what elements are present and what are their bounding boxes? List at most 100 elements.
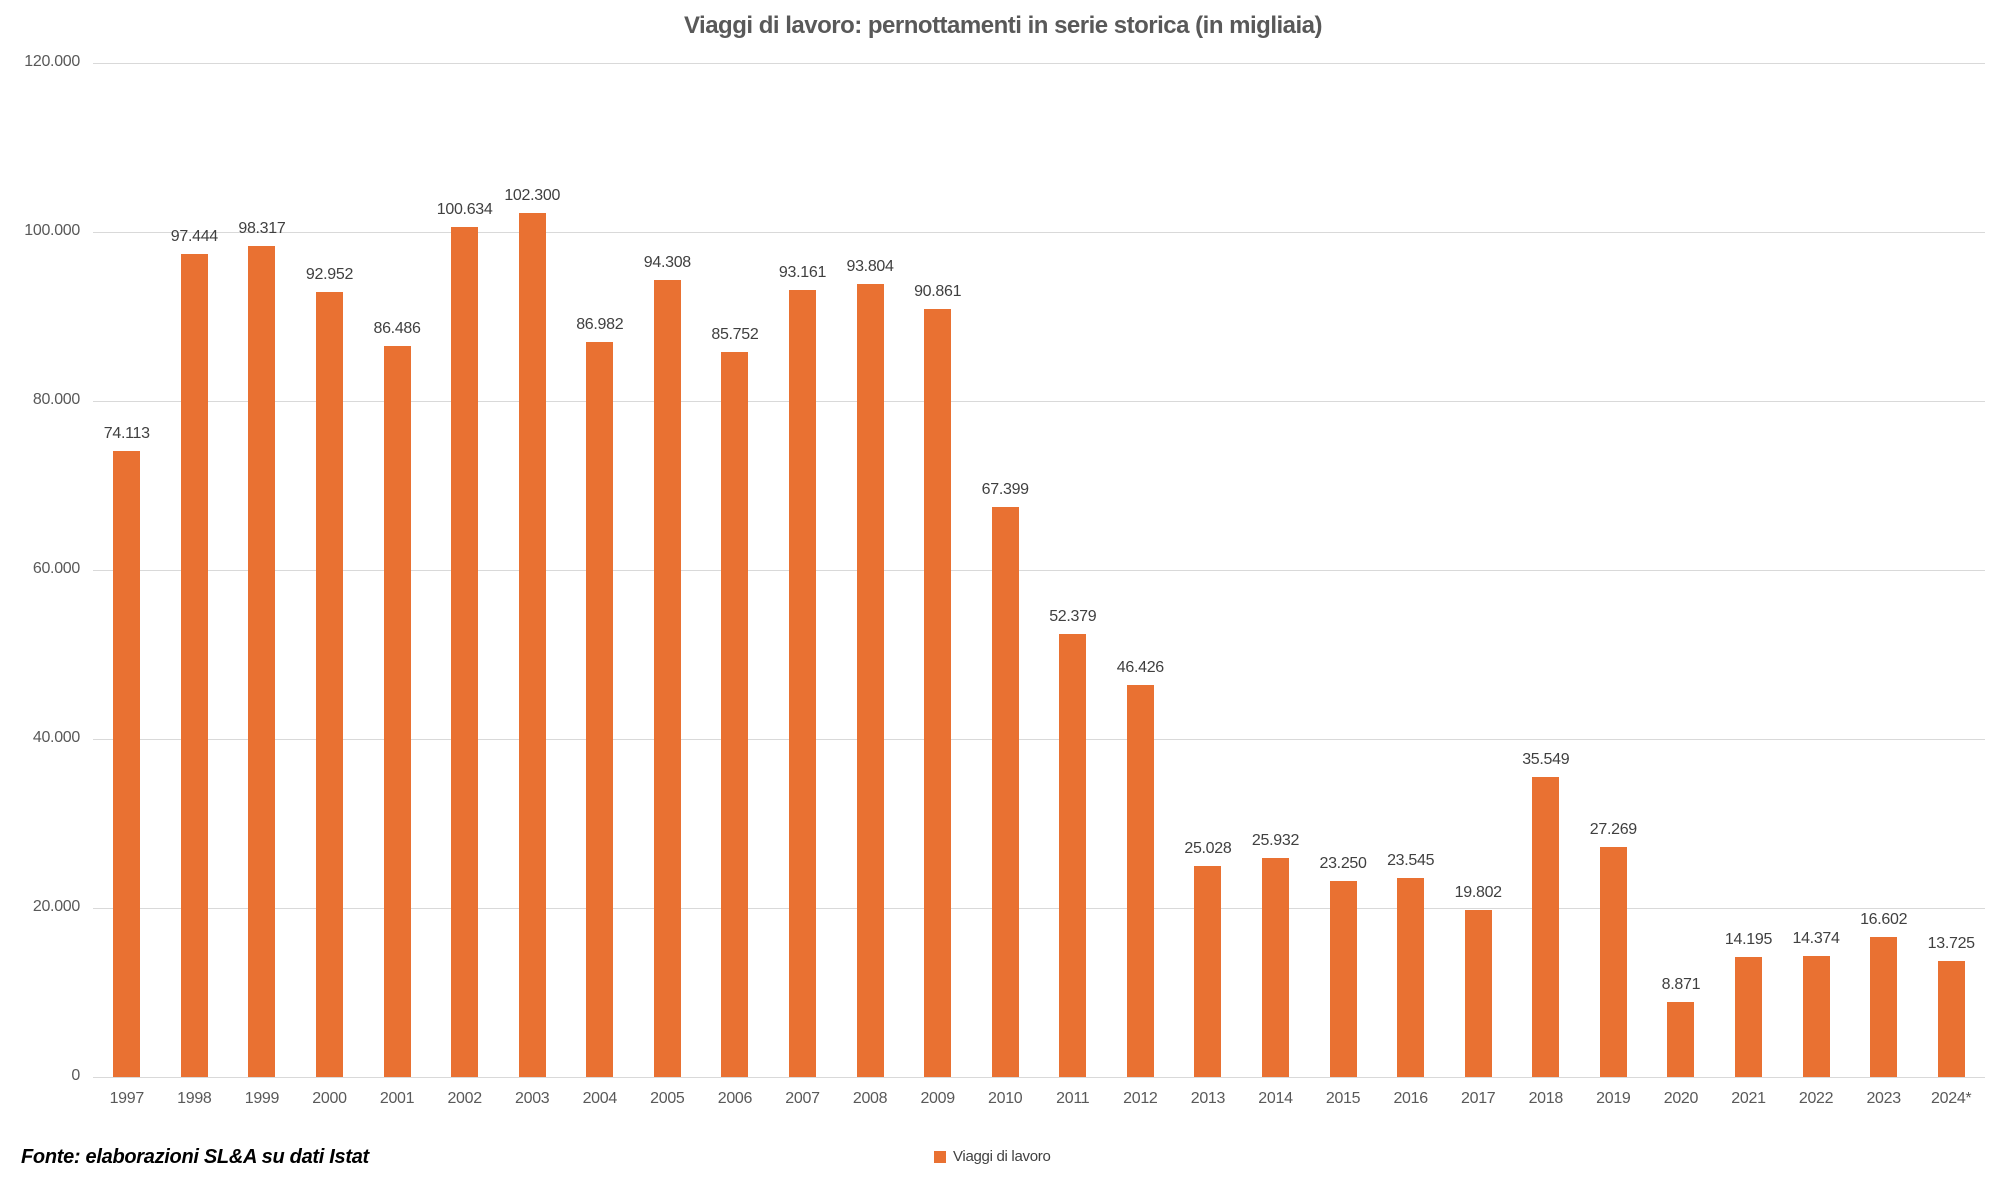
bar-1999 <box>248 246 276 1077</box>
x-tick-label-2012: 2012 <box>1123 1090 1158 1107</box>
bar-1998 <box>180 253 208 1077</box>
value-label-2012: 46.426 <box>1116 658 1164 676</box>
x-tick-label-2016: 2016 <box>1393 1090 1428 1107</box>
bar-2019 <box>1599 846 1627 1077</box>
bar-2003 <box>518 212 546 1077</box>
x-tick-label-2018: 2018 <box>1528 1090 1564 1107</box>
x-tick-label-2000: 2000 <box>312 1090 347 1107</box>
x-tick-label-2013: 2013 <box>1190 1090 1226 1107</box>
x-tick-label-2003: 2003 <box>515 1090 550 1107</box>
y-tick-label: 80.000 <box>32 391 80 408</box>
value-label-2000: 92.952 <box>305 265 354 283</box>
bar-2018 <box>1532 776 1560 1077</box>
bar-2012 <box>1126 684 1154 1077</box>
value-label-2017: 19.802 <box>1454 883 1502 901</box>
bar-2023 <box>1870 936 1898 1077</box>
value-label-2015: 23.250 <box>1319 854 1367 872</box>
x-tick-label-2014: 2014 <box>1258 1090 1293 1107</box>
x-tick-label-2015: 2015 <box>1325 1090 1361 1107</box>
x-tick-label-2022: 2022 <box>1798 1090 1834 1107</box>
bar-2013 <box>1194 865 1222 1077</box>
x-tick-label-2017: 2017 <box>1461 1090 1496 1107</box>
bar-2015 <box>1329 880 1357 1077</box>
gridline <box>93 569 1985 571</box>
y-tick-label: 60.000 <box>32 560 80 577</box>
x-tick-label-2010: 2010 <box>988 1090 1023 1107</box>
bar-2017 <box>1464 909 1492 1077</box>
value-label-2022: 14.374 <box>1792 929 1840 947</box>
x-tick-label-2002: 2002 <box>447 1090 482 1107</box>
bar-2004 <box>586 342 614 1077</box>
y-tick-label: 20.000 <box>32 898 80 915</box>
chart-title: Viaggi di lavoro: pernottamenti in serie… <box>683 12 1323 39</box>
value-label-2004: 86.982 <box>576 316 624 333</box>
x-tick-label-2006: 2006 <box>717 1090 753 1107</box>
value-label-2007: 93.161 <box>778 263 827 281</box>
gridline <box>93 907 1985 909</box>
x-tick-label-2024*: 2024* <box>1931 1090 1972 1107</box>
x-tick-label-2019: 2019 <box>1596 1090 1631 1107</box>
value-label-2019: 27.269 <box>1589 820 1637 838</box>
legend: Viaggi di lavoro <box>934 1148 1051 1165</box>
value-label-2021: 14.195 <box>1724 931 1773 949</box>
value-label-2023: 16.602 <box>1860 910 1908 928</box>
x-tick-label-2023: 2023 <box>1866 1090 1901 1107</box>
y-tick-label: 40.000 <box>32 729 80 746</box>
gridline <box>93 1076 1985 1078</box>
bar-2016 <box>1397 878 1425 1077</box>
value-label-2008: 93.804 <box>846 258 894 276</box>
y-tick-label: 100.000 <box>24 222 80 239</box>
x-tick-label-2004: 2004 <box>582 1090 618 1107</box>
value-label-2002: 100.634 <box>436 200 493 218</box>
x-tick-label-1998: 1998 <box>177 1090 212 1107</box>
value-label-2005: 94.308 <box>643 254 691 272</box>
bar-2020 <box>1667 1002 1695 1077</box>
x-tick-label-2005: 2005 <box>650 1090 685 1107</box>
bar-2011 <box>1059 634 1087 1077</box>
value-label-2001: 86.486 <box>373 320 421 338</box>
bar-2014 <box>1262 857 1289 1077</box>
x-tick-label-1999: 1999 <box>244 1090 280 1107</box>
source-note: Fonte: elaborazioni SL&A su dati Istat <box>21 1146 369 1168</box>
x-tick-label-2009: 2009 <box>920 1090 955 1107</box>
value-label-2020: 8.871 <box>1661 976 1701 994</box>
value-label-2010: 67.399 <box>981 481 1029 499</box>
value-label-2011: 52.379 <box>1049 608 1097 626</box>
value-label-1998: 97.444 <box>170 227 218 245</box>
value-label-1997: 74.113 <box>103 424 150 442</box>
y-tick-label: 0 <box>71 1067 80 1084</box>
bar-2005 <box>653 280 681 1077</box>
gridline <box>93 400 1985 402</box>
value-label-2009: 90.861 <box>914 283 962 301</box>
x-tick-label-2007: 2007 <box>785 1090 820 1107</box>
bar-2000 <box>316 291 343 1077</box>
bar-2021 <box>1735 957 1762 1077</box>
x-tick-label-2001: 2001 <box>379 1090 415 1107</box>
bar-2022 <box>1802 955 1830 1077</box>
bar-2009 <box>924 309 952 1077</box>
x-tick-label-1997: 1997 <box>109 1090 145 1107</box>
x-tick-label-2011: 2011 <box>1056 1090 1090 1107</box>
y-tick-label: 120.000 <box>24 53 80 70</box>
bar-2024* <box>1937 961 1965 1077</box>
bar-2007 <box>789 289 816 1077</box>
value-label-2024*: 13.725 <box>1927 935 1975 953</box>
value-label-2014: 25.932 <box>1251 831 1300 849</box>
x-tick-label-2008: 2008 <box>852 1090 888 1107</box>
bar-2008 <box>856 284 884 1077</box>
bar-2001 <box>383 346 411 1077</box>
value-label-2013: 25.028 <box>1184 839 1232 857</box>
value-label-2016: 23.545 <box>1387 852 1435 870</box>
value-label-2006: 85.752 <box>711 326 759 344</box>
x-tick-label-2021: 2021 <box>1731 1090 1766 1107</box>
bar-1997 <box>113 450 141 1077</box>
legend-label: Viaggi di lavoro <box>953 1148 1051 1165</box>
value-label-2003: 102.300 <box>504 186 561 204</box>
value-label-2018: 35.549 <box>1522 750 1570 768</box>
gridline <box>93 231 1985 233</box>
x-tick-label-2020: 2020 <box>1663 1090 1699 1107</box>
bar-2006 <box>721 352 749 1077</box>
bar-2002 <box>451 226 479 1077</box>
gridline <box>93 738 1985 740</box>
